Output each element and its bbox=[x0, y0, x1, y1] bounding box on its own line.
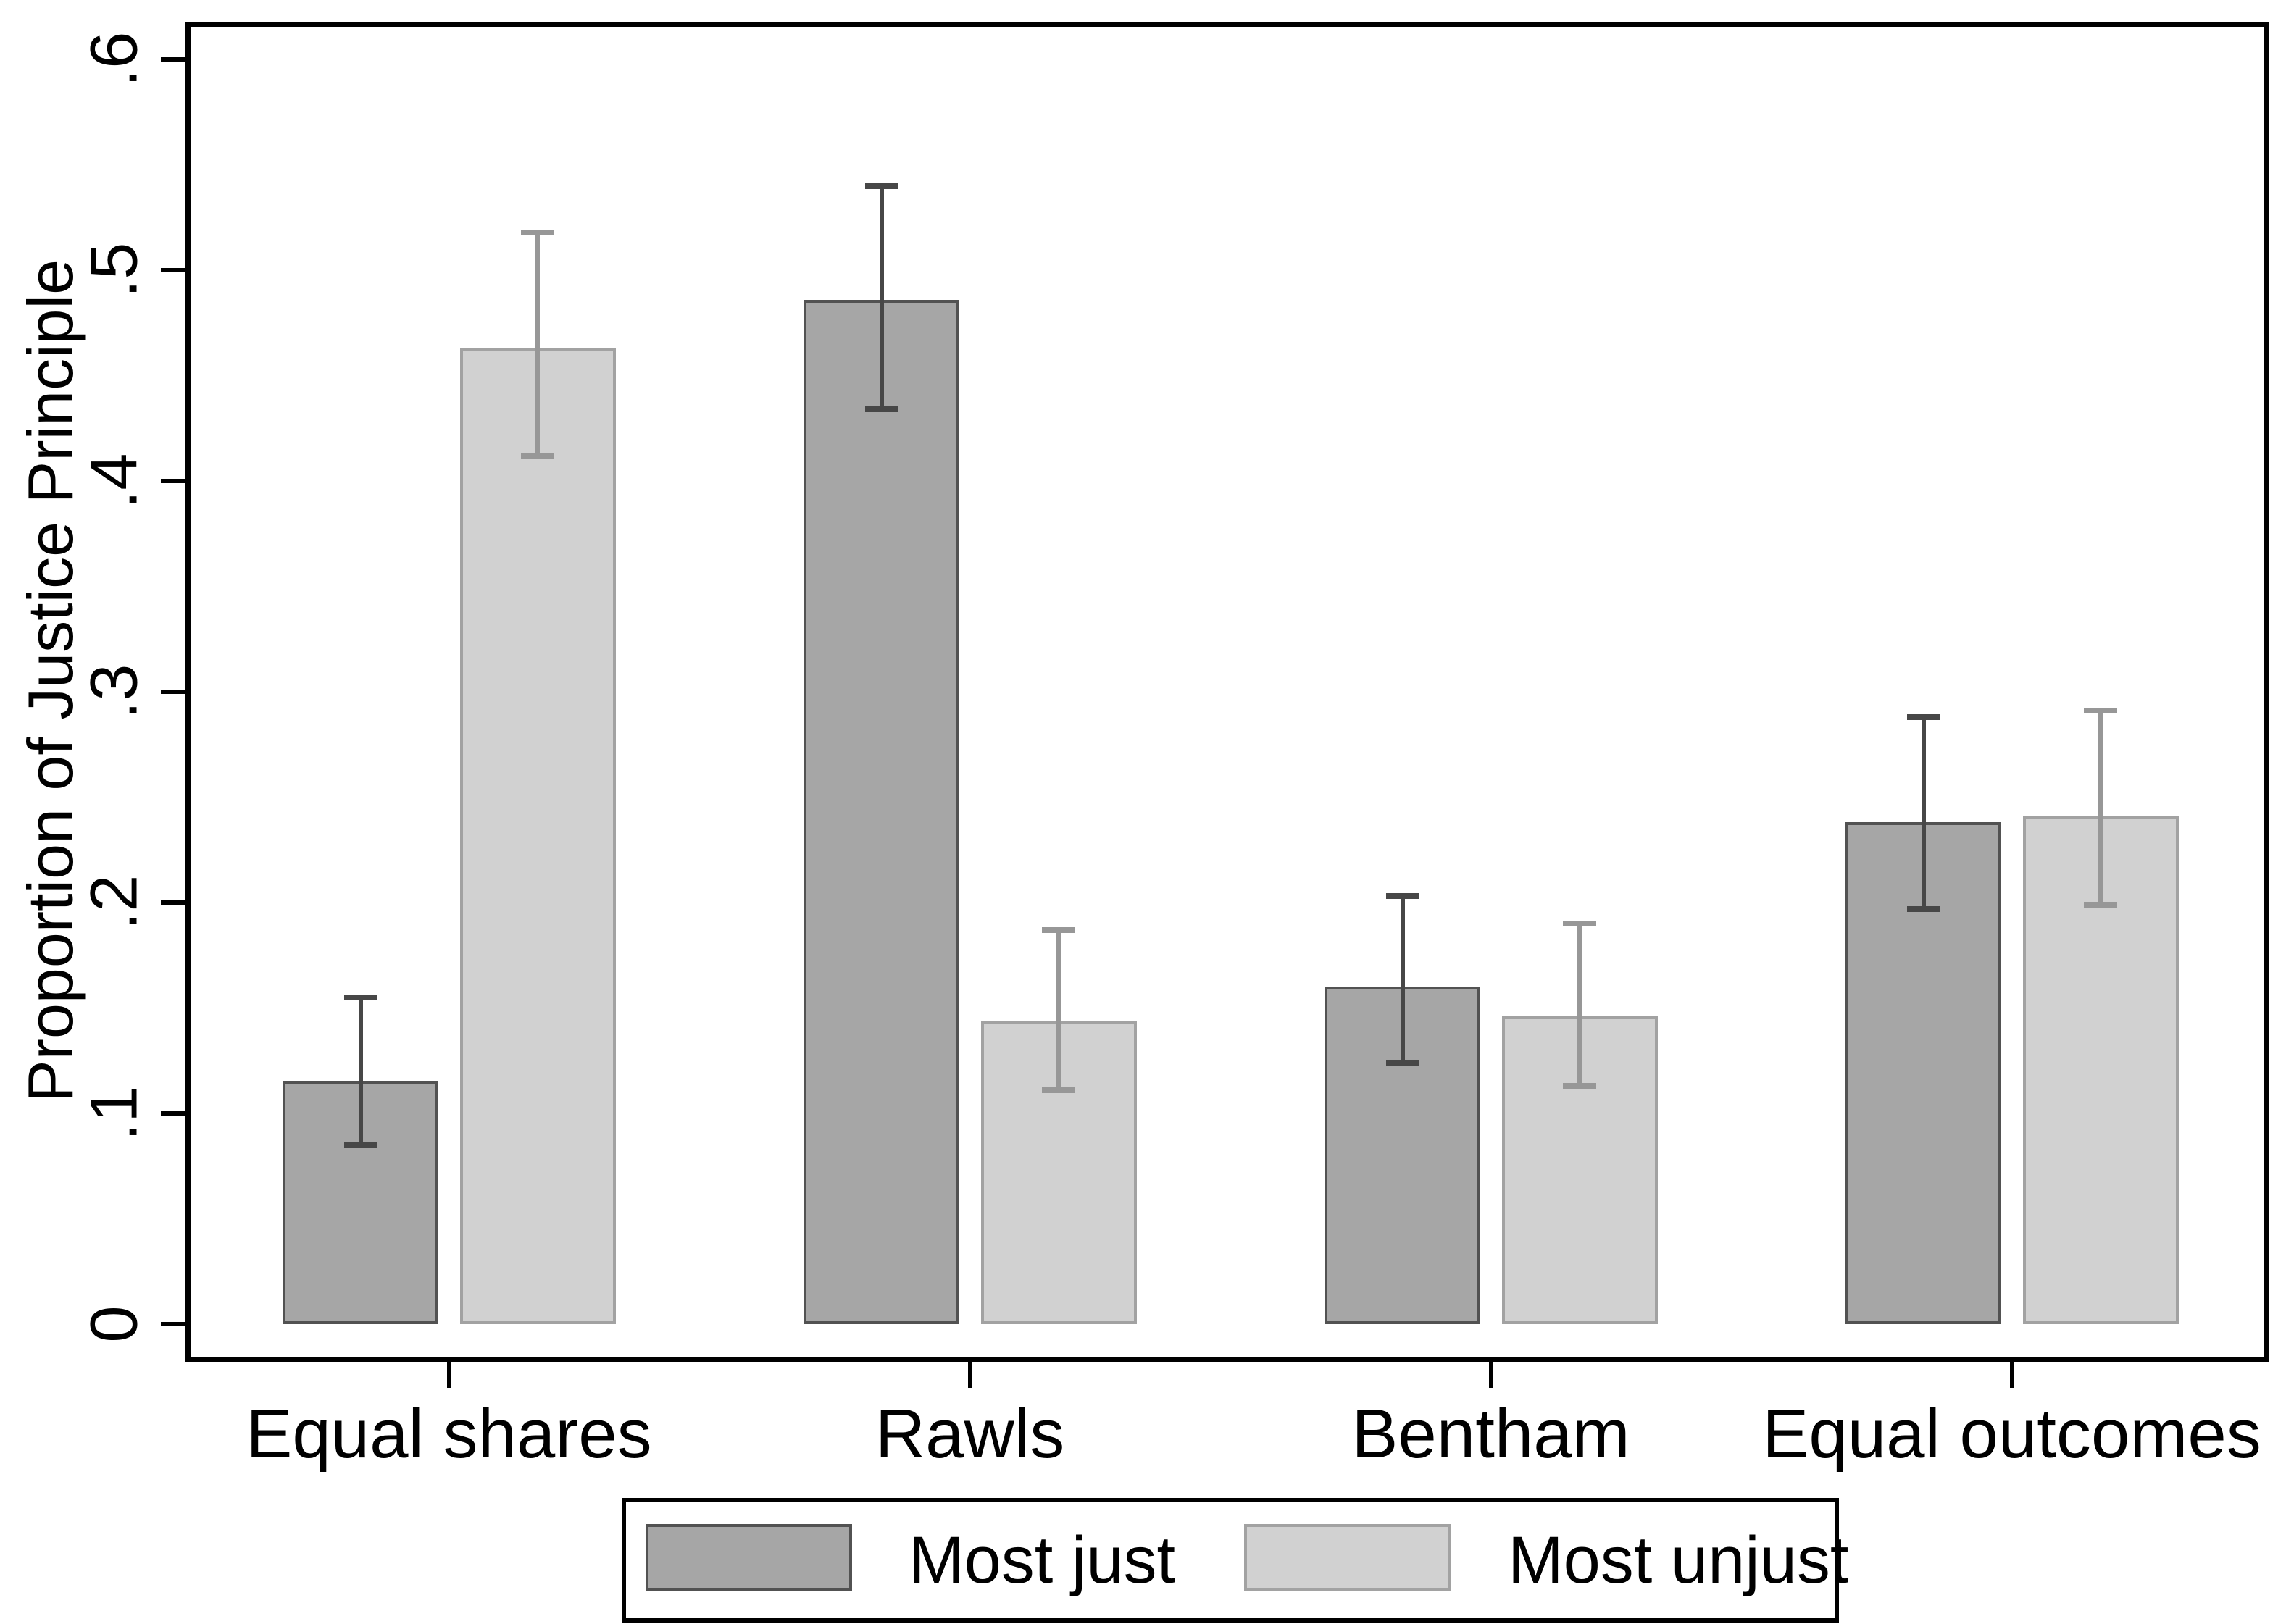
x-axis-label-equal-outcomes: Equal outcomes bbox=[1762, 1395, 2261, 1473]
legend-swatch-most-unjust bbox=[1244, 1524, 1451, 1591]
legend-label-most-just: Most just bbox=[909, 1523, 1176, 1597]
error-cap-lower-most-unjust-rawls bbox=[1041, 1087, 1075, 1093]
error-cap-upper-most-unjust-equal-shares bbox=[520, 229, 554, 235]
y-tick bbox=[161, 57, 185, 62]
y-tick bbox=[161, 268, 185, 272]
error-bar-most-unjust-equal-shares bbox=[535, 232, 540, 456]
y-tick bbox=[161, 900, 185, 905]
error-cap-upper-most-unjust-equal-outcomes bbox=[2083, 708, 2117, 714]
x-axis-label-equal-shares: Equal shares bbox=[246, 1395, 652, 1473]
y-tick-label: .3 bbox=[77, 664, 151, 720]
error-cap-upper-most-unjust-bentham bbox=[1562, 921, 1596, 927]
error-cap-upper-most-just-equal-outcomes bbox=[1906, 713, 1940, 720]
error-cap-lower-most-unjust-equal-shares bbox=[520, 453, 554, 459]
y-tick bbox=[161, 1111, 185, 1116]
error-bar-most-just-equal-shares bbox=[358, 997, 363, 1145]
error-bar-most-just-bentham bbox=[1400, 896, 1405, 1063]
error-cap-upper-most-just-equal-shares bbox=[343, 994, 377, 1000]
bar-most-just-rawls bbox=[803, 299, 959, 1324]
error-cap-lower-most-unjust-bentham bbox=[1562, 1083, 1596, 1089]
legend: Most just Most unjust bbox=[622, 1498, 1848, 1623]
error-cap-upper-most-unjust-rawls bbox=[1041, 926, 1075, 933]
x-tick bbox=[2009, 1362, 2014, 1388]
x-tick bbox=[967, 1362, 972, 1388]
error-cap-lower-most-unjust-equal-outcomes bbox=[2083, 901, 2117, 908]
error-cap-lower-most-just-equal-shares bbox=[343, 1142, 377, 1148]
y-tick bbox=[161, 1322, 185, 1326]
bar-most-unjust-bentham bbox=[1501, 1016, 1658, 1324]
error-bar-most-unjust-equal-outcomes bbox=[2098, 711, 2103, 905]
y-tick-label: .6 bbox=[77, 31, 151, 88]
plot-area bbox=[185, 22, 2269, 1362]
error-bar-most-just-rawls bbox=[879, 185, 884, 410]
error-bar-most-unjust-bentham bbox=[1577, 924, 1582, 1087]
legend-label-most-unjust: Most unjust bbox=[1508, 1523, 1849, 1597]
y-tick-label: .4 bbox=[77, 453, 151, 509]
x-axis-label-bentham: Bentham bbox=[1351, 1395, 1630, 1473]
y-tick-label: 0 bbox=[77, 1305, 151, 1343]
y-tick bbox=[161, 479, 185, 483]
x-axis-label-rawls: Rawls bbox=[875, 1395, 1065, 1473]
error-bar-most-unjust-rawls bbox=[1056, 929, 1061, 1090]
y-tick bbox=[161, 690, 185, 694]
y-tick-label: .1 bbox=[77, 1085, 151, 1142]
bar-most-unjust-equal-shares bbox=[459, 348, 616, 1324]
y-tick-label: .2 bbox=[77, 874, 151, 931]
error-cap-lower-most-just-rawls bbox=[864, 406, 898, 413]
error-cap-lower-most-just-bentham bbox=[1385, 1060, 1419, 1066]
error-bar-most-just-equal-outcomes bbox=[1921, 716, 1926, 909]
legend-swatch-most-just bbox=[646, 1524, 852, 1591]
error-cap-upper-most-just-rawls bbox=[864, 183, 898, 189]
x-tick bbox=[1488, 1362, 1493, 1388]
x-tick bbox=[446, 1362, 451, 1388]
error-cap-upper-most-just-bentham bbox=[1385, 893, 1419, 900]
error-cap-lower-most-just-equal-outcomes bbox=[1906, 905, 1940, 912]
y-tick-label: .5 bbox=[77, 242, 151, 298]
